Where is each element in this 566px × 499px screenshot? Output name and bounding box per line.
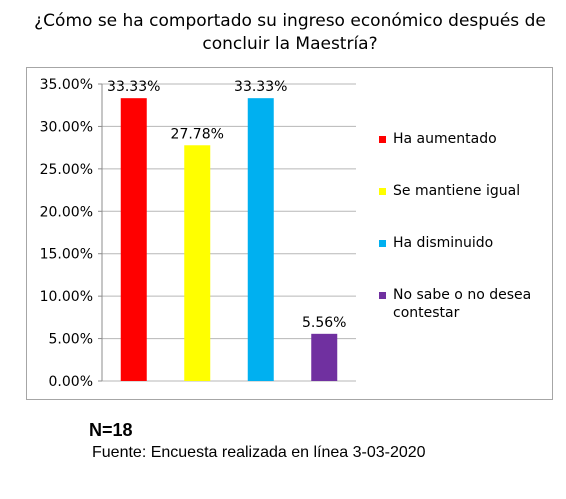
legend-swatch [379, 292, 386, 299]
legend-item-ha-disminuido: Ha disminuido [379, 234, 544, 252]
legend-swatch [379, 188, 386, 195]
data-labels: 33.33% 27.78% 33.33% 5.56% [107, 79, 346, 331]
legend-swatch [379, 136, 386, 143]
y-tick-label: 10.00% [40, 289, 93, 305]
bar-value-label: 33.33% [107, 79, 160, 95]
bar-4 [311, 333, 338, 381]
y-tick-label: 20.00% [40, 204, 93, 220]
sample-size-label: N=18 [89, 420, 133, 440]
y-tick-label: 15.00% [40, 247, 93, 263]
bar-value-label: 5.56% [302, 315, 346, 331]
y-tick-label: 25.00% [40, 162, 93, 178]
bar-3 [247, 98, 274, 381]
legend-label: Ha disminuido [393, 235, 494, 251]
bars [120, 98, 338, 381]
bar-value-label: 27.78% [171, 126, 224, 142]
legend-label: Se mantiene igual [393, 183, 521, 199]
y-tick-label: 30.00% [40, 119, 93, 135]
chart-title: ¿Cómo se ha comportado su ingreso económ… [34, 11, 546, 54]
legend-label: Ha aumentado [393, 131, 497, 147]
y-axis: 0.00% 5.00% 10.00% 15.00% 20.00% 25.00% 30.00%… [40, 77, 103, 390]
y-tick-label: 35.00% [40, 77, 93, 93]
y-tick-label: 0.00% [49, 374, 93, 390]
chart-frame [26, 67, 553, 400]
legend-item-ha-aumentado: Ha aumentado [379, 130, 544, 148]
legend-item-no-sabe: No sabe o no desea contestar [379, 286, 544, 322]
bar-1 [120, 98, 147, 381]
y-tick-label: 5.00% [49, 332, 93, 348]
bar-value-label: 33.33% [234, 79, 287, 95]
bar-2 [184, 145, 211, 381]
legend-label: No sabe o no desea contestar [393, 287, 532, 321]
source-note: Fuente: Encuesta realizada en línea 3-03… [92, 444, 426, 461]
legend-swatch [379, 240, 386, 247]
legend-item-se-mantiene-igual: Se mantiene igual [379, 182, 544, 200]
